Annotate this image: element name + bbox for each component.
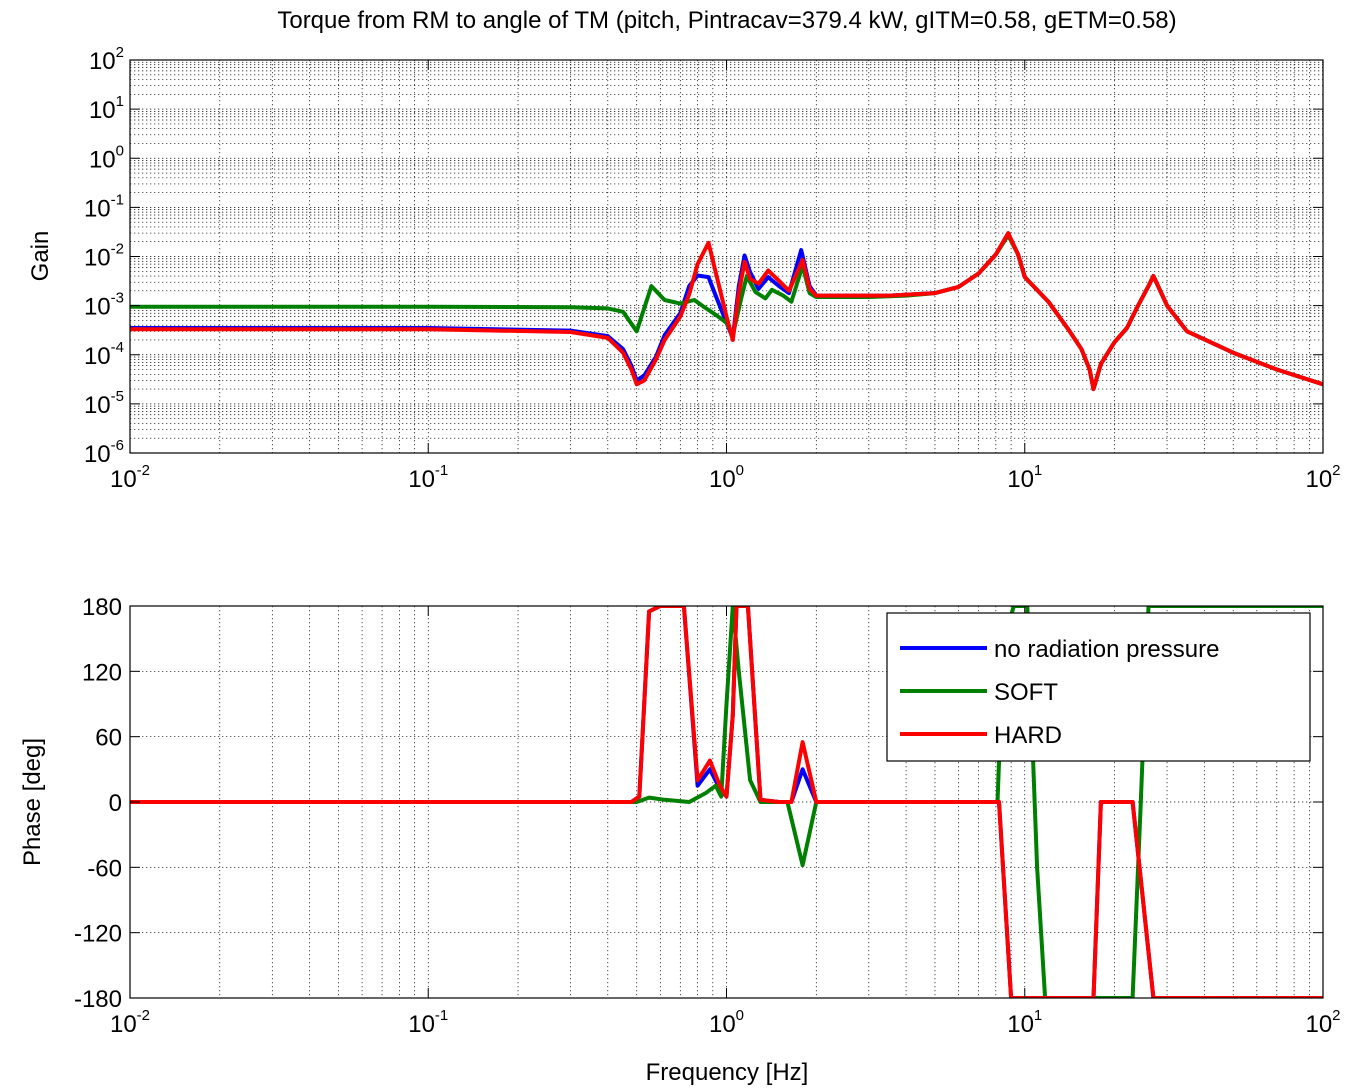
y-tick-label: 10-4 (84, 339, 124, 370)
y-tick-label: -120 (74, 921, 122, 948)
y-tick-label: 10-6 (84, 437, 124, 468)
legend-label: no radiation pressure (994, 636, 1219, 663)
gain-ticks: 10-2 10-1 100 101 102 10-6 10-5 10-4 10-3 10-2 10-… (84, 44, 1341, 493)
x-tick-label: 100 (709, 462, 744, 493)
gain-ylabel: Gain (27, 231, 54, 282)
y-tick-label: 102 (89, 44, 124, 75)
legend: no radiation pressure SOFT HARD (886, 612, 1311, 762)
y-tick-label: 120 (82, 659, 122, 686)
y-tick-label: 101 (89, 93, 124, 124)
x-tick-label: 10-2 (110, 462, 150, 493)
phase-series (130, 606, 1323, 998)
x-tick-label: 102 (1305, 1007, 1340, 1038)
gain-axes: 10-2 10-1 100 101 102 10-6 10-5 10-4 10-3 10-2 10-… (27, 44, 1341, 493)
series-line-soft (130, 606, 1323, 998)
x-tick-label: 101 (1007, 1007, 1042, 1038)
y-tick-label: 10-1 (84, 191, 124, 222)
x-tick-label: 102 (1305, 462, 1340, 493)
y-tick-label: 100 (89, 142, 124, 173)
phase-xlabel: Frequency [Hz] (646, 1059, 809, 1086)
y-tick-label: -60 (87, 855, 122, 882)
y-tick-label: -180 (74, 986, 122, 1013)
y-tick-label: 10-3 (84, 290, 124, 321)
x-tick-label: 101 (1007, 462, 1042, 493)
y-tick-label: 180 (82, 594, 122, 621)
phase-ticks: 10-2 10-1 100 101 102 -180 -120 -60 0 60 120 180 (74, 594, 1341, 1038)
y-tick-label: 10-2 (84, 241, 124, 272)
x-tick-label: 10-1 (408, 1007, 448, 1038)
gain-series (130, 231, 1323, 392)
x-tick-label: 10-2 (110, 1007, 150, 1038)
y-tick-label: 0 (109, 790, 122, 817)
y-tick-label: 60 (95, 725, 122, 752)
legend-label: HARD (994, 722, 1062, 749)
x-tick-label: 10-1 (408, 462, 448, 493)
series-line-hard (130, 231, 1323, 392)
phase-ylabel: Phase [deg] (19, 738, 46, 866)
chart-title: Torque from RM to angle of TM (pitch, Pi… (277, 7, 1176, 34)
y-tick-label: 10-5 (84, 388, 124, 419)
x-tick-label: 100 (709, 1007, 744, 1038)
phase-axes: 10-2 10-1 100 101 102 -180 -120 -60 0 60 120 180 Ph… (19, 594, 1341, 1086)
legend-label: SOFT (994, 679, 1058, 706)
series-line-hard (130, 606, 1323, 998)
